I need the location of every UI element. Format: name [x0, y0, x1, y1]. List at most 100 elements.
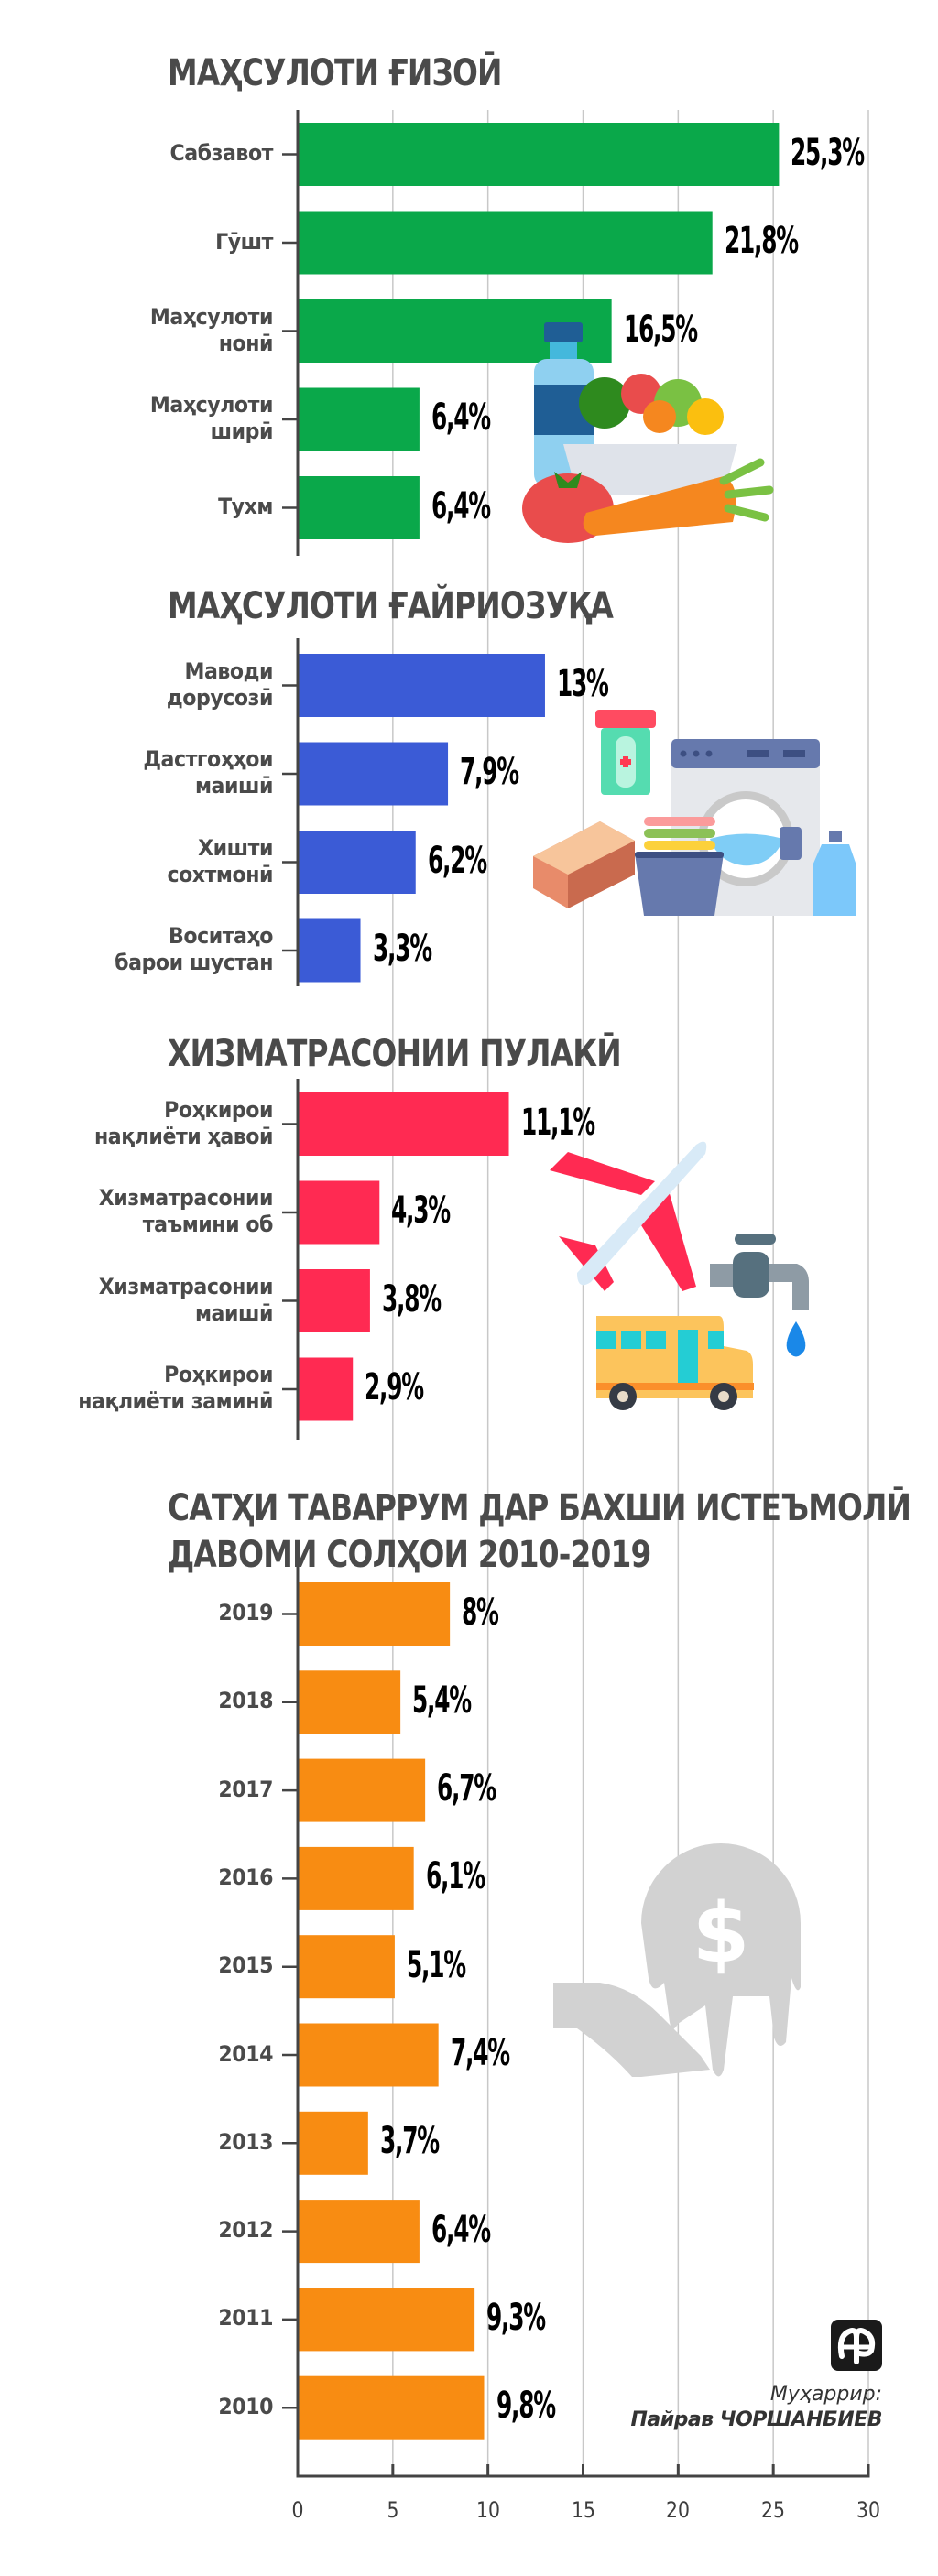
bar-2-2 [299, 742, 449, 806]
category-label-line: барои шустан [115, 950, 274, 975]
category-label-line: Тухм [218, 494, 273, 519]
chart-title-1: МАҲСУЛОТИ ҒИЗОӢ [168, 52, 502, 94]
bar-4-6 [299, 2023, 439, 2087]
bar-4-9 [299, 2288, 475, 2352]
transport-services-icon [550, 1141, 809, 1410]
chart-title-4-line-1: САТҲИ ТАВАРРУМ ДАР БАХШИ ИСТЕЪМОЛӢ [168, 1487, 911, 1529]
chart-title-3: ХИЗМАТРАСОНИИ ПУЛАКӢ [168, 1033, 622, 1075]
value-label: 6,2% [427, 839, 487, 882]
value-label: 8% [462, 1591, 499, 1634]
category-label-line: Сабзавот [169, 140, 273, 166]
category-label: Маҳсулоти ширӣ [20, 392, 274, 445]
bar-4-8 [299, 2200, 420, 2264]
category-label: Тухм [20, 494, 273, 520]
category-label: Гӯшт [20, 229, 273, 255]
category-label-line: нақлиёти заминӣ [78, 1388, 273, 1414]
value-label: 6,4% [431, 397, 491, 439]
category-label-line: 2019 [218, 1600, 273, 1625]
chart-title-4-line-2: ДАВОМИ СОЛҲОИ 2010-2019 [168, 1534, 651, 1576]
category-label-line: ширӣ [210, 418, 274, 444]
value-label: 21,8% [724, 220, 799, 262]
bar-4-10 [299, 2375, 485, 2440]
value-label: 6,4% [431, 2208, 491, 2251]
bar-2-4 [299, 918, 361, 983]
chart-title-2: МАҲСУЛОТИ ҒАЙРИОЗУҚА [168, 585, 614, 627]
value-label: 3,3% [372, 928, 432, 970]
category-label-line: 2017 [218, 1776, 273, 1802]
bus-icon [596, 1316, 754, 1410]
logo-glyph-icon [837, 2328, 876, 2364]
value-label: 3,8% [381, 1277, 442, 1321]
value-label: 4,3% [391, 1190, 451, 1232]
bar-3-3 [299, 1269, 370, 1332]
category-label-line: Маҳсулоти [149, 303, 274, 330]
category-label-line: 2015 [218, 1952, 273, 1979]
bar-4-1 [299, 1582, 451, 1646]
inflation-money-hand-icon: $ [553, 1843, 801, 2077]
publisher-logo-icon [831, 2320, 882, 2371]
value-label: 2,9% [365, 1366, 424, 1408]
value-label: 6,1% [425, 1855, 485, 1898]
category-label-line: нонӣ [218, 330, 274, 356]
bar-4-2 [299, 1670, 401, 1734]
bar-2-1 [299, 654, 545, 717]
value-label: 3,7% [379, 2120, 440, 2163]
bar-4-5 [299, 1935, 395, 1999]
category-label-line: Хишти [198, 834, 273, 861]
category-label: Хизматрасонии таъмини об [20, 1185, 274, 1238]
category-label-line: Роҳкирои [164, 1362, 273, 1387]
category-label: Маводи дорусозӣ [20, 658, 274, 712]
category-label-line: 2011 [218, 2305, 273, 2331]
bar-4-3 [299, 1758, 426, 1822]
category-label-line: Роҳкирои [164, 1096, 273, 1123]
bar-4-7 [299, 2111, 368, 2175]
bar-3-1 [299, 1092, 509, 1156]
category-label-line: дорусозӣ [166, 684, 274, 711]
bar-1-5 [299, 476, 420, 539]
category-label-line: 2010 [218, 2393, 273, 2419]
x-tick-label: 30 [856, 2497, 880, 2523]
category-label-line: нақлиёти ҳавоӣ [93, 1123, 274, 1149]
category-label-line: Дастгоҳҳои [143, 746, 273, 772]
category-label: Хизматрасонии маишӣ [20, 1273, 274, 1327]
category-label-line: 2012 [218, 2217, 273, 2244]
food-icon [522, 322, 774, 543]
category-label: 2014 [20, 2041, 273, 2068]
category-label: 2015 [20, 1952, 273, 1979]
x-tick-label: 15 [571, 2497, 595, 2523]
x-tick-label: 5 [387, 2497, 399, 2523]
category-label-line: 2016 [218, 1864, 273, 1890]
category-label: 2011 [20, 2305, 273, 2331]
water-tap-icon [710, 1234, 809, 1357]
value-label: 6,7% [437, 1767, 496, 1810]
value-label: 5,4% [412, 1679, 472, 1722]
value-label: 9,3% [486, 2296, 546, 2339]
category-label-line: Воситаҳо [169, 923, 273, 949]
category-label-line: Маҳсулоти [149, 392, 274, 418]
category-label: 2010 [20, 2394, 273, 2420]
category-label-line: маишӣ [194, 773, 274, 799]
category-label: 2016 [20, 1864, 273, 1891]
value-label: 5,1% [406, 1943, 466, 1986]
credit-role: Муҳаррир: [769, 2383, 882, 2406]
category-label-line: сохтмонӣ [167, 861, 273, 887]
category-label-line: Хизматрасонии [98, 1273, 274, 1299]
value-label: 13% [556, 662, 609, 705]
category-label-line: Маводи [184, 658, 273, 684]
category-label: 2018 [20, 1688, 273, 1714]
category-label: 2017 [20, 1777, 273, 1803]
category-label: Воситаҳо барои шустан [20, 923, 273, 976]
value-label: 7,9% [460, 751, 519, 793]
category-label: Маҳсулоти нонӣ [20, 303, 274, 357]
x-tick-label: 20 [666, 2497, 691, 2523]
credit-name: Пайрав ЧОРШАНБИЕВ [630, 2408, 882, 2431]
value-label: 25,3% [791, 131, 865, 174]
x-tick-label: 0 [291, 2497, 304, 2523]
value-label: 6,4% [431, 484, 491, 527]
bar-2-3 [299, 831, 416, 894]
value-label: 9,8% [496, 2385, 556, 2428]
category-label-line: 2013 [218, 2128, 273, 2155]
